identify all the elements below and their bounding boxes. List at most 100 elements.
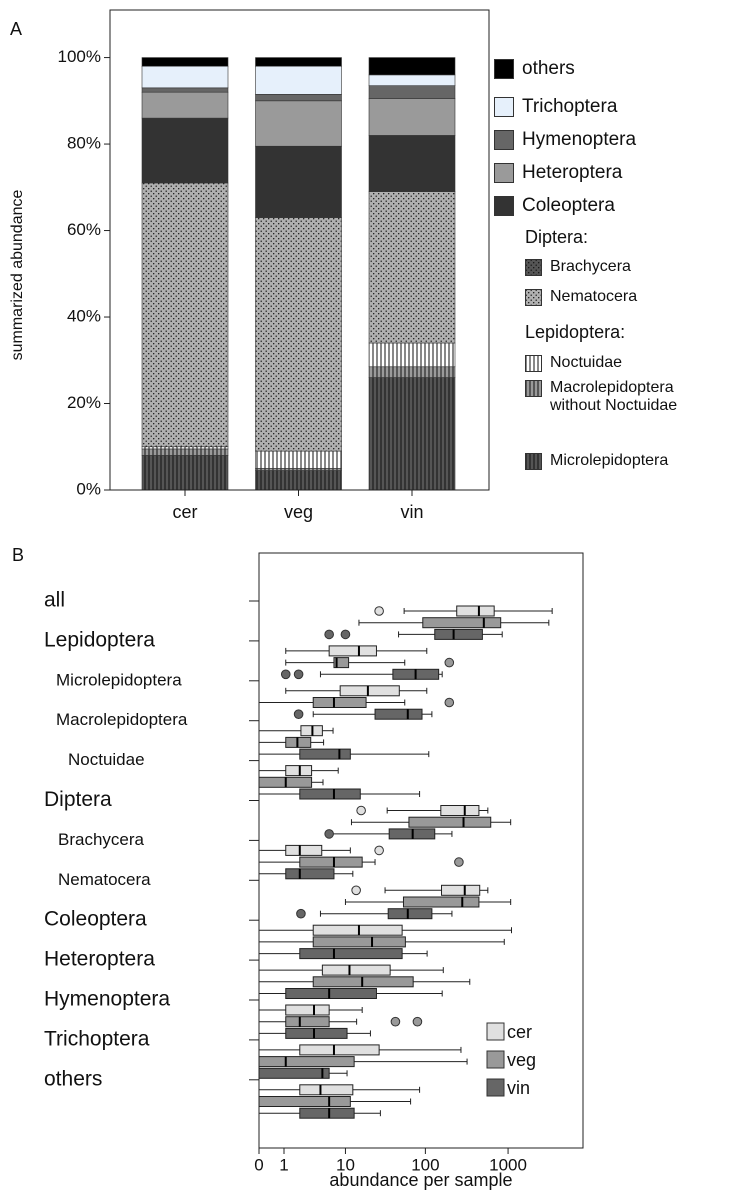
- box: [321, 964, 391, 976]
- box: [258, 1096, 351, 1107]
- box: [285, 868, 335, 880]
- legend-label: others: [522, 58, 575, 79]
- box: [299, 1107, 355, 1119]
- box: [285, 844, 323, 856]
- bar-segment: [141, 91, 229, 119]
- legend-label: Noctuidae: [550, 354, 623, 371]
- legend-label: veg: [507, 1050, 536, 1070]
- outlier: [444, 697, 455, 708]
- outlier: [324, 829, 334, 839]
- legend-item: Heteroptera: [494, 162, 724, 184]
- legend-swatch-rect: [494, 59, 514, 79]
- category-label: Heteroptera: [44, 948, 155, 971]
- box: [299, 948, 403, 960]
- legend-swatch: [494, 196, 514, 216]
- box: [299, 788, 361, 800]
- box: [312, 924, 403, 936]
- legend-heading: Diptera:: [525, 227, 589, 247]
- box: [258, 1067, 330, 1079]
- legend-swatch: [525, 380, 542, 397]
- legend-swatch: [525, 289, 542, 306]
- legend-label: Hymenoptera: [522, 129, 637, 150]
- outlier: [296, 908, 306, 919]
- legend-swatch: [486, 1078, 505, 1097]
- box: [312, 936, 406, 948]
- box: [285, 1004, 330, 1016]
- outlier: [324, 629, 334, 640]
- legend-item: Hymenoptera: [494, 129, 724, 151]
- legend-heading: Lepidoptera:: [525, 322, 626, 342]
- legend-swatch: [525, 259, 542, 276]
- box: [285, 765, 313, 777]
- bar-segment: [255, 468, 342, 471]
- category-label: Diptera: [44, 788, 112, 811]
- category-label: Lepidoptera: [44, 628, 155, 651]
- bar-segment: [141, 65, 229, 89]
- outlier: [390, 1016, 401, 1027]
- y-axis-label: summarized abundance: [9, 190, 26, 361]
- box: [299, 856, 363, 868]
- outlier: [351, 885, 361, 896]
- box: [408, 816, 492, 828]
- box: [258, 1056, 355, 1068]
- legend-swatch: [494, 97, 514, 117]
- box: [422, 617, 502, 629]
- box: [387, 908, 433, 920]
- outlier: [412, 1016, 423, 1027]
- box: [402, 896, 480, 908]
- legend-swatch: [494, 163, 514, 183]
- legend-swatch-rect: [494, 196, 514, 216]
- panel-label: B: [12, 545, 24, 565]
- box: [374, 708, 423, 720]
- category-label: Noctuidae: [68, 750, 145, 769]
- legend-swatch-rect: [525, 453, 542, 470]
- bar-segment: [368, 191, 456, 344]
- box: [299, 1084, 354, 1096]
- outlier: [340, 629, 351, 640]
- legend-item: Brachycera: [525, 258, 715, 276]
- x-tick-label: 1: [279, 1155, 288, 1174]
- box: [328, 645, 377, 657]
- x-tick-label: veg: [284, 502, 313, 522]
- outlier: [280, 669, 291, 680]
- bar-segment: [368, 342, 456, 368]
- bar-segment: [141, 446, 229, 450]
- y-tick-label: 60%: [67, 220, 101, 239]
- category-label: Brachycera: [58, 830, 145, 849]
- category-label: Hymenoptera: [44, 988, 170, 1011]
- box: [285, 988, 377, 999]
- bar-segment: [255, 57, 342, 67]
- bar-segment: [368, 98, 456, 136]
- bar-segment: [368, 85, 456, 99]
- bar-segment: [141, 182, 229, 448]
- bar-segment: [141, 455, 229, 491]
- bar-segment: [141, 57, 229, 67]
- legend-swatch: [525, 453, 542, 470]
- outlier: [293, 669, 304, 680]
- legend-swatch-rect: [525, 355, 542, 372]
- legend-item: Trichoptera: [494, 96, 724, 118]
- outlier: [374, 845, 384, 856]
- outlier: [293, 709, 304, 720]
- bar-segment: [255, 100, 342, 147]
- plot-frame: [109, 9, 490, 491]
- y-tick-label: 100%: [58, 47, 101, 66]
- outlier: [356, 805, 366, 816]
- legend-label: Nematocera: [550, 288, 638, 305]
- legend-swatch-rect: [494, 97, 514, 117]
- category-label: Macrolepidoptera: [56, 710, 188, 729]
- legend-label: Coleoptera: [522, 195, 615, 216]
- legend-swatch-rect: [525, 259, 542, 276]
- legend-swatch-rect: [525, 289, 542, 306]
- y-tick-label: 20%: [67, 393, 101, 412]
- outlier: [444, 657, 455, 668]
- legend-label: Trichoptera: [522, 96, 618, 117]
- box: [299, 748, 351, 760]
- box: [312, 697, 367, 708]
- box: [441, 884, 481, 896]
- x-tick-label: vin: [400, 502, 423, 522]
- box: [339, 685, 400, 697]
- bar-segment: [141, 87, 229, 93]
- box: [299, 1044, 380, 1056]
